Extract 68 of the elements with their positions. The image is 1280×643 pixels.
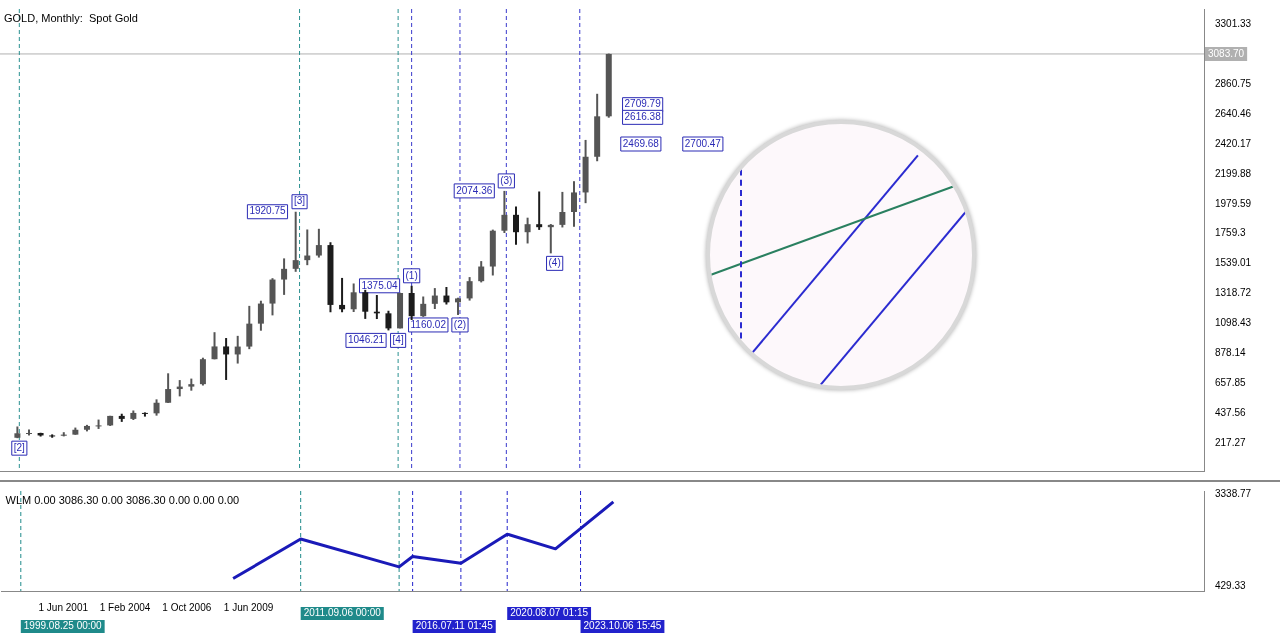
ref-line-label: 2020.08.07 01:15 [510, 607, 589, 619]
candlestick [223, 337, 230, 381]
y-tick-label: 2420.17 [1215, 137, 1252, 149]
candlestick [350, 282, 357, 313]
y-tick-label: 1759.3 [1215, 227, 1247, 239]
candlestick [315, 227, 322, 259]
y-tick-label: 217.27 [1215, 436, 1247, 448]
ref-line-label: 1999.08.25 00:00 [23, 620, 103, 632]
candlestick [257, 299, 264, 332]
annotation: (3) [500, 174, 513, 186]
y-tick-label: 2860.75 [1215, 77, 1252, 89]
y-tick-label: 1539.01 [1215, 257, 1252, 269]
annotation: 1046.21 [347, 334, 385, 346]
candlestick [501, 189, 508, 235]
candlestick [513, 205, 519, 246]
candlestick [408, 284, 415, 321]
y-tick-label: 1318.72 [1215, 287, 1252, 299]
y-tick-label: 437.56 [1215, 406, 1247, 418]
candlestick [420, 295, 427, 318]
ref-line-label: 2011.09.06 00:00 [303, 607, 382, 619]
annotation: 1920.75 [249, 205, 286, 217]
y-tick-label: 3338.77 [1215, 487, 1252, 499]
candlestick [362, 288, 369, 320]
annotation: 1375.04 [361, 279, 399, 291]
y-tick-label: 878.14 [1215, 346, 1247, 358]
candlestick [339, 276, 346, 314]
y-tick-label: 2199.88 [1215, 167, 1252, 179]
annotation: (1) [405, 269, 418, 281]
candlestick [292, 210, 299, 273]
x-tick-label: 1 Oct 2006 [162, 601, 212, 613]
annotation: 2074.36 [456, 184, 493, 196]
candlestick [246, 304, 253, 351]
candlestick [385, 309, 392, 332]
annotation: 2469.68 [622, 137, 660, 149]
annotation: 1160.02 [410, 318, 447, 330]
candlestick [141, 411, 148, 418]
ref-line-label: 2023.10.06 15:45 [583, 620, 662, 632]
candlestick [559, 190, 566, 229]
ref-line-label: 3083.70 [1208, 47, 1245, 59]
annotation: [4] [392, 334, 404, 346]
y-tick-label: 2640.46 [1215, 107, 1252, 119]
candlestick [431, 287, 438, 310]
y-tick-label: 429.33 [1215, 580, 1247, 592]
annotation: 2709.79 [624, 98, 662, 110]
x-tick-label: 1 Jun 2001 [38, 601, 89, 613]
candlestick [165, 372, 172, 404]
annotation: (2) [453, 318, 467, 330]
annotation: 2700.47 [684, 137, 722, 149]
chart-title: WLM 0.00 3086.30 0.00 3086.30 0.00 0.00 0.00 [5, 493, 240, 506]
y-tick-label: 657.85 [1215, 376, 1247, 388]
candlestick [536, 190, 543, 231]
y-tick-label: 3301.33 [1215, 18, 1252, 30]
annotation: [2] [13, 441, 26, 453]
candlestick [281, 257, 288, 296]
x-tick-label: 1 Jun 2009 [223, 601, 274, 613]
candlestick [570, 180, 577, 228]
chart-title: GOLD, Monthly: Spot Gold [4, 11, 138, 24]
candlestick [466, 276, 473, 302]
y-tick-label: 1098.43 [1215, 317, 1252, 329]
annotation: 2616.38 [624, 111, 662, 123]
x-tick-label: 1 Feb 2004 [99, 601, 151, 613]
candlestick [211, 331, 218, 361]
candlestick [524, 216, 531, 245]
annotation: (4) [548, 257, 561, 269]
annotation: [3] [293, 195, 306, 207]
candlestick [478, 260, 485, 284]
ref-line-label: 2016.07.11 01:45 [415, 620, 494, 632]
y-tick-label: 1979.59 [1215, 197, 1252, 209]
